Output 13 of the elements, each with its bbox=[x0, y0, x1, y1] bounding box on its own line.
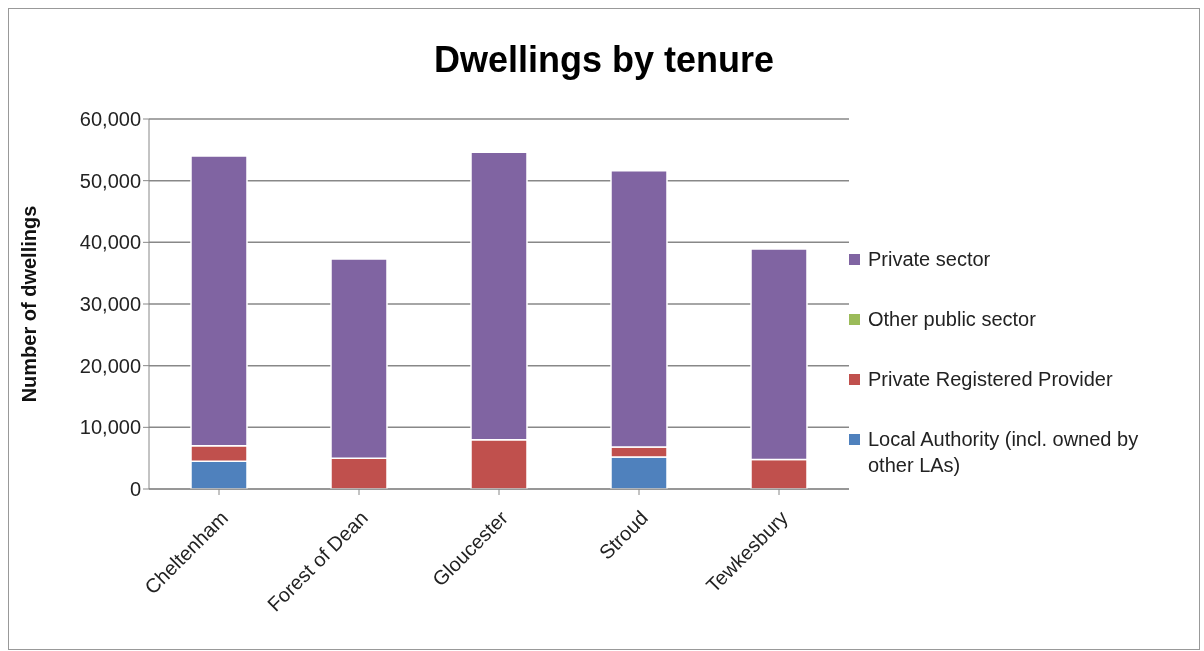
y-tick-label: 50,000 bbox=[79, 169, 141, 192]
legend-label: Private sector bbox=[868, 247, 991, 272]
legend-label: Other public sector bbox=[868, 307, 1036, 332]
y-tick-label: 10,000 bbox=[79, 416, 141, 439]
y-tick-label: 20,000 bbox=[79, 354, 141, 377]
y-tick-label: 40,000 bbox=[79, 231, 141, 254]
y-tick-label: 60,000 bbox=[79, 108, 141, 131]
legend-label: Local Authority (incl. owned by other LAs) bbox=[868, 427, 1140, 478]
legend-label: Private Registered Provider bbox=[868, 367, 1113, 392]
y-tick-label: 30,000 bbox=[79, 293, 141, 316]
y-tick-label: 0 bbox=[129, 478, 141, 501]
y-axis-title: Number of dwellings bbox=[18, 205, 41, 403]
chart-title: Dwellings by tenure bbox=[432, 39, 776, 81]
